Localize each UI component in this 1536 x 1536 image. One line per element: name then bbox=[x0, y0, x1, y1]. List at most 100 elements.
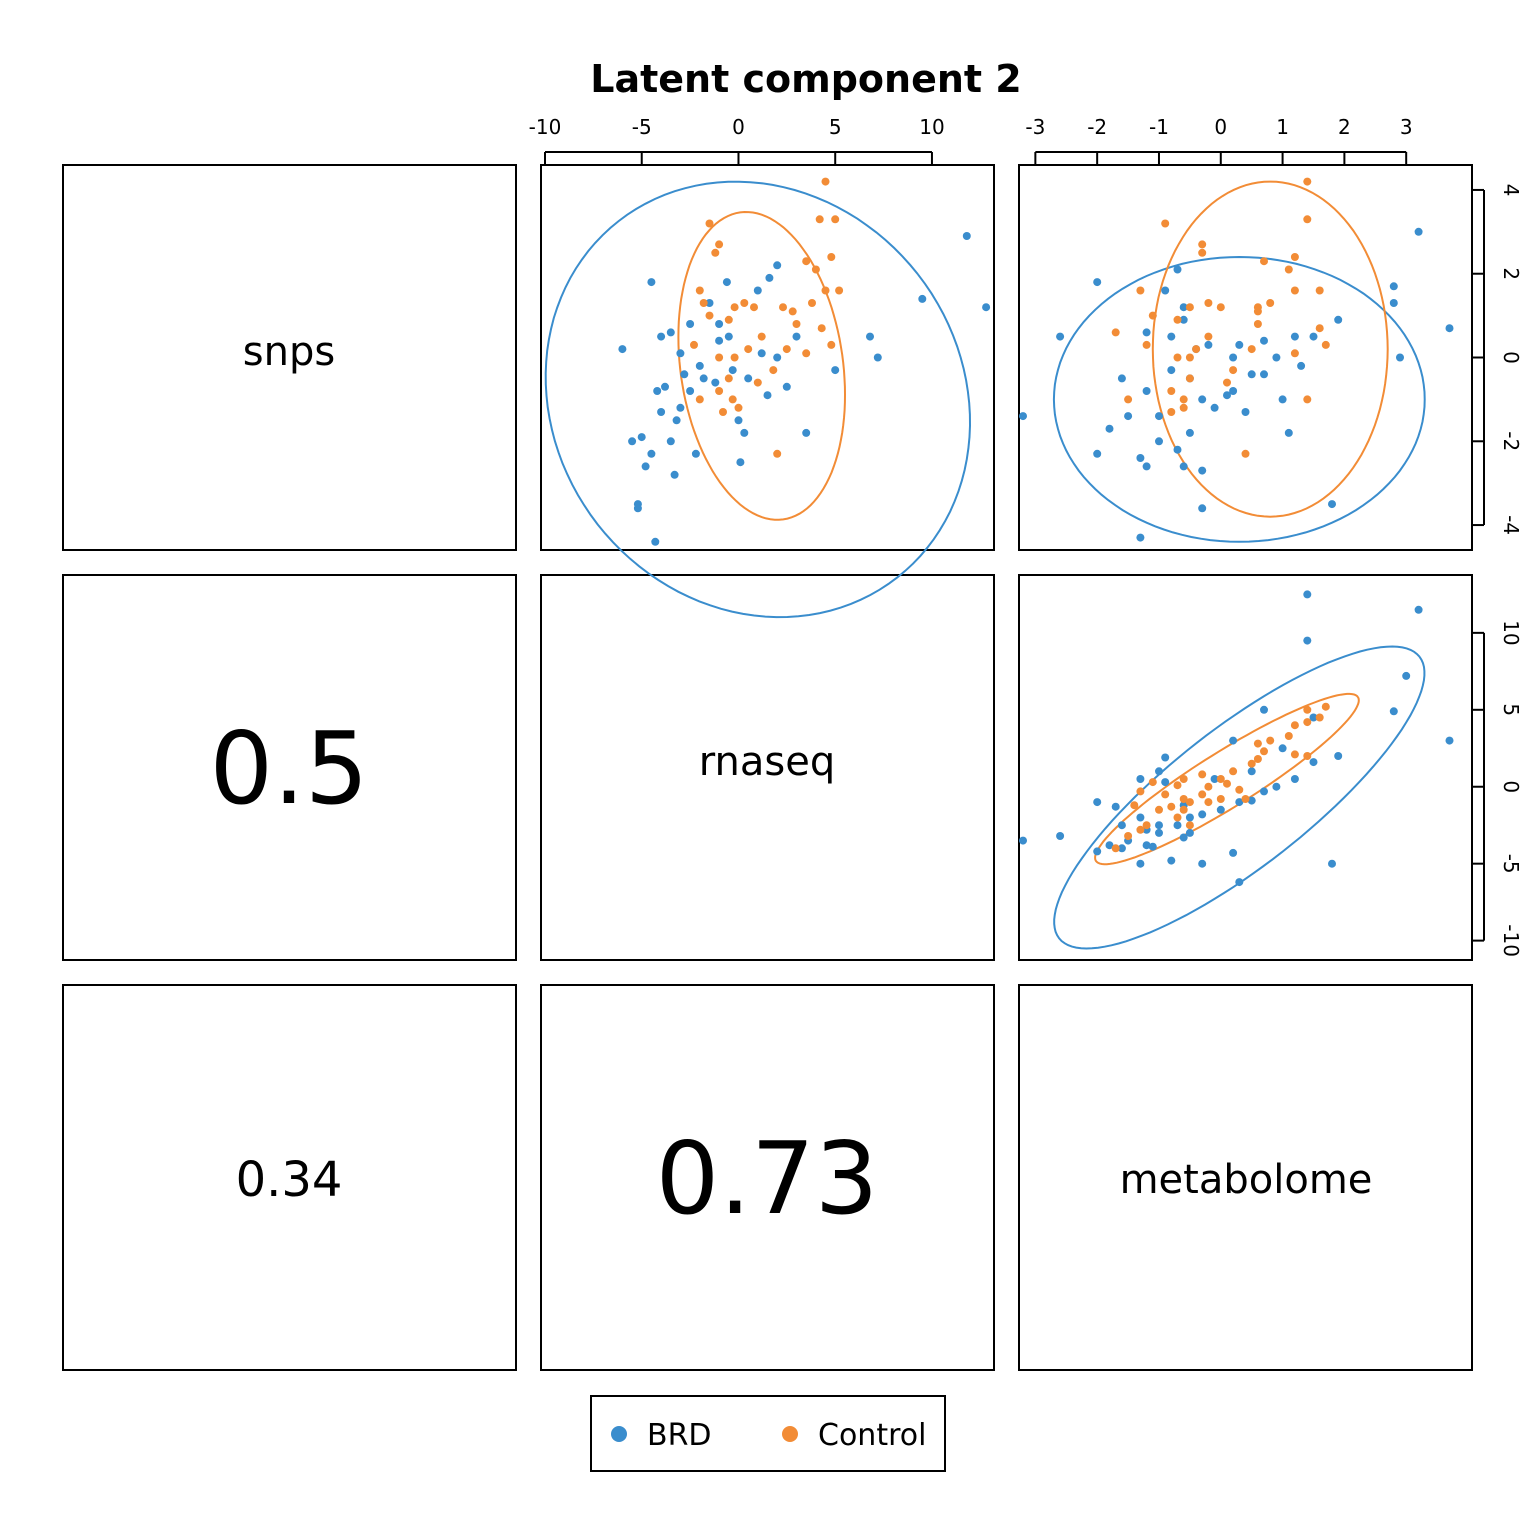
data-point-brd bbox=[1303, 590, 1312, 599]
data-point-brd bbox=[1105, 424, 1114, 433]
data-point-brd bbox=[1235, 798, 1244, 807]
data-point-brd bbox=[653, 387, 662, 395]
data-point-brd bbox=[1155, 767, 1163, 776]
panel-metabolome-vs-snps bbox=[1018, 164, 1473, 551]
data-point-control bbox=[1124, 832, 1133, 840]
confidence-ellipse-brd bbox=[1053, 645, 1426, 950]
data-point-control bbox=[734, 403, 743, 412]
data-point-brd bbox=[1210, 403, 1219, 412]
data-point-control bbox=[1167, 408, 1176, 416]
data-point-brd bbox=[866, 332, 874, 341]
data-point-brd bbox=[1204, 340, 1213, 349]
data-point-control bbox=[1198, 248, 1207, 257]
legend-marker-brd bbox=[611, 1426, 627, 1442]
data-point-brd bbox=[1185, 828, 1194, 837]
data-point-control bbox=[1179, 805, 1188, 814]
right-tick-label-snps: -4 bbox=[1499, 515, 1523, 535]
data-point-brd bbox=[1272, 353, 1281, 362]
data-point-brd bbox=[1260, 787, 1268, 796]
variable-label-rnaseq: rnaseq bbox=[699, 739, 835, 785]
panel-rnaseq-vs-snps bbox=[540, 164, 995, 551]
data-point-control bbox=[1216, 775, 1225, 783]
data-point-brd bbox=[657, 408, 666, 416]
panel-rnaseq-label bbox=[540, 574, 995, 961]
data-point-control bbox=[1167, 387, 1176, 395]
data-point-brd bbox=[740, 428, 749, 437]
data-point-brd bbox=[1290, 775, 1299, 783]
data-point-control bbox=[773, 449, 782, 458]
data-point-control bbox=[744, 345, 753, 354]
data-point-brd bbox=[1229, 736, 1238, 745]
data-point-control bbox=[1303, 395, 1312, 404]
data-point-control bbox=[1290, 750, 1299, 759]
data-point-brd bbox=[676, 403, 685, 412]
data-point-brd bbox=[1142, 841, 1151, 850]
data-point-brd bbox=[1414, 227, 1423, 236]
data-point-brd bbox=[1223, 391, 1231, 400]
data-point-control bbox=[1148, 778, 1157, 787]
right-tick-label-rnaseq_right: -10 bbox=[1499, 924, 1523, 957]
data-point-brd bbox=[676, 349, 685, 358]
data-point-control bbox=[821, 177, 830, 186]
data-point-control bbox=[1173, 353, 1182, 362]
data-point-control bbox=[1253, 320, 1262, 328]
data-point-brd bbox=[1148, 842, 1157, 851]
data-point-control bbox=[750, 303, 758, 312]
data-point-brd bbox=[1124, 412, 1133, 421]
data-point-control bbox=[715, 240, 724, 249]
data-point-brd bbox=[1111, 802, 1120, 811]
data-point-control bbox=[728, 395, 737, 404]
data-point-brd bbox=[1155, 821, 1163, 830]
data-point-brd bbox=[711, 378, 720, 387]
legend-marker-control bbox=[782, 1426, 798, 1442]
data-point-control bbox=[1142, 340, 1151, 349]
top-tick-label-rnaseq: 5 bbox=[829, 115, 842, 139]
data-point-control bbox=[1173, 315, 1182, 324]
data-point-brd bbox=[1290, 332, 1299, 341]
top-tick-label-metabolome: -2 bbox=[1087, 115, 1107, 139]
data-point-brd bbox=[773, 261, 782, 270]
data-point-brd bbox=[691, 449, 700, 458]
confidence-ellipse-brd bbox=[544, 180, 972, 619]
data-point-brd bbox=[1117, 374, 1126, 383]
data-point-brd bbox=[1247, 767, 1256, 776]
data-point-control bbox=[831, 215, 840, 224]
data-point-control bbox=[699, 299, 708, 307]
top-tick-label-metabolome: 0 bbox=[1214, 115, 1227, 139]
data-point-brd bbox=[699, 374, 708, 383]
data-point-brd bbox=[1284, 428, 1293, 437]
data-point-brd bbox=[1241, 408, 1250, 416]
data-point-brd bbox=[1179, 833, 1188, 842]
data-point-control bbox=[779, 303, 787, 312]
top-tick-label-metabolome: -1 bbox=[1149, 115, 1169, 139]
data-point-control bbox=[1241, 795, 1250, 803]
data-point-control bbox=[1235, 785, 1244, 794]
data-point-brd bbox=[1136, 775, 1145, 783]
data-point-brd bbox=[1389, 299, 1398, 307]
data-point-brd bbox=[1155, 828, 1163, 837]
data-point-control bbox=[821, 286, 830, 295]
data-point-brd bbox=[753, 286, 762, 295]
data-point-brd bbox=[1161, 286, 1170, 295]
data-point-control bbox=[695, 286, 704, 295]
correlation-rnaseq-snps: 0.5 bbox=[209, 710, 368, 827]
data-point-control bbox=[1223, 378, 1231, 387]
data-point-control bbox=[724, 374, 733, 383]
data-point-brd bbox=[744, 374, 753, 383]
data-point-control bbox=[1303, 752, 1312, 760]
data-point-brd bbox=[736, 458, 745, 467]
data-point-control bbox=[1290, 286, 1299, 295]
data-point-control bbox=[730, 303, 739, 312]
data-point-brd bbox=[1179, 462, 1188, 471]
data-point-control bbox=[1315, 713, 1324, 722]
data-point-brd bbox=[641, 462, 650, 471]
data-point-brd bbox=[1216, 805, 1225, 814]
data-point-control bbox=[1130, 801, 1139, 810]
legend-box bbox=[590, 1395, 946, 1472]
data-point-brd bbox=[1198, 859, 1207, 868]
data-point-brd bbox=[1198, 395, 1207, 404]
data-point-control bbox=[1111, 844, 1120, 853]
data-point-brd bbox=[1229, 353, 1238, 362]
data-point-brd bbox=[1105, 841, 1114, 850]
data-point-control bbox=[715, 387, 724, 395]
